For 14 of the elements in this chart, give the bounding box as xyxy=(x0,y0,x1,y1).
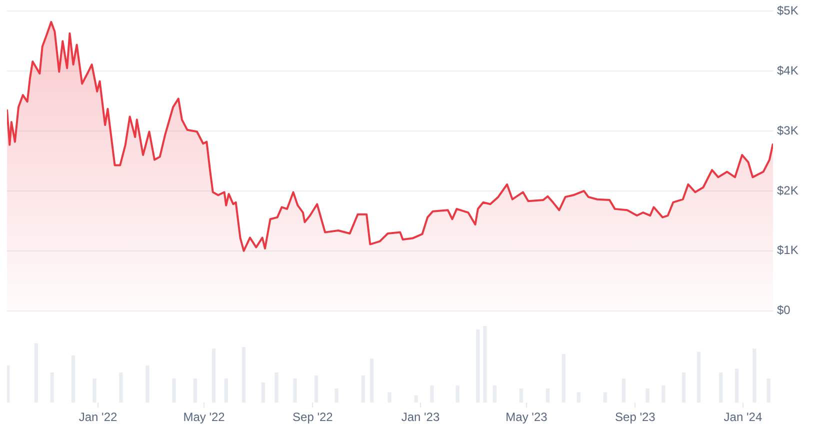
y-tick-label: $0 xyxy=(777,303,791,318)
x-tick-label: Jan '22 xyxy=(78,410,118,424)
x-tick-label: Sep '23 xyxy=(615,410,656,424)
y-tick-label: $4K xyxy=(777,63,798,78)
x-tick-label: May '22 xyxy=(183,410,226,424)
bar xyxy=(314,375,318,403)
y-tick-label: $3K xyxy=(777,123,798,138)
x-tick-label: Jan '24 xyxy=(724,410,762,424)
x-tick-label: May '23 xyxy=(506,410,548,424)
y-tick-label: $1K xyxy=(777,243,798,258)
x-tick-label: Jan '23 xyxy=(401,410,440,424)
x-tick-label: Sep '22 xyxy=(292,410,334,424)
y-tick-label: $2K xyxy=(777,183,798,198)
y-tick-label: $5K xyxy=(777,4,798,18)
